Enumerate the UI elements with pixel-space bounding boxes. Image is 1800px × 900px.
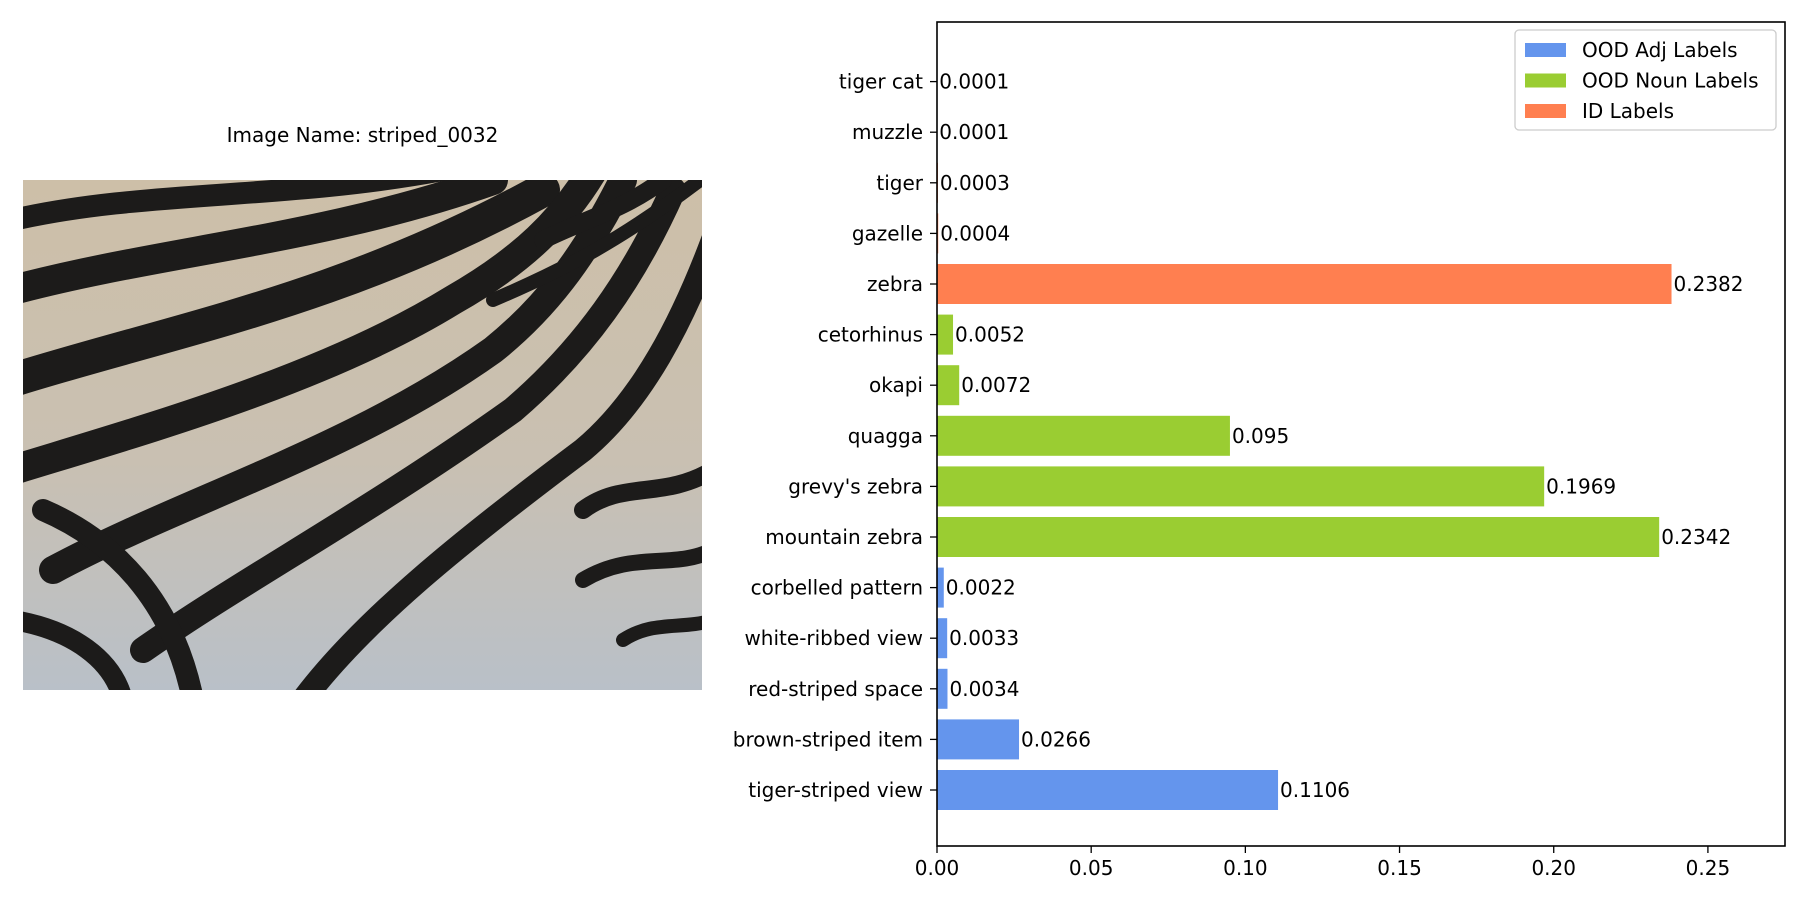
value-label: 0.0266	[1021, 727, 1091, 751]
bar	[937, 668, 948, 709]
legend-swatch	[1525, 104, 1566, 118]
x-tick-label: 0.00	[915, 856, 960, 880]
category-label: mountain zebra	[765, 525, 923, 549]
legend-swatch	[1525, 43, 1566, 57]
axes-layer: 0.00 0.05 0.10 0.15 0.20 0.25	[915, 21, 1786, 880]
legend-label: OOD Adj Labels	[1582, 38, 1738, 62]
legend-swatch	[1525, 73, 1566, 88]
value-label: 0.0033	[949, 626, 1019, 650]
bar	[937, 264, 1672, 304]
image-title: Image Name: striped_0032	[226, 123, 499, 147]
category-label: quagga	[848, 424, 923, 448]
legend-label: OOD Noun Labels	[1582, 69, 1759, 93]
zebra-stripes-photo	[23, 180, 702, 690]
bar	[937, 719, 1020, 760]
value-label: 0.0022	[946, 576, 1016, 600]
value-label: 0.0001	[939, 120, 1009, 144]
value-label: 0.0001	[939, 70, 1009, 94]
legend-label: ID Labels	[1582, 99, 1674, 123]
bar	[937, 365, 960, 406]
value-label: 0.2342	[1661, 525, 1731, 549]
bar	[937, 517, 1660, 557]
category-label: grevy's zebra	[788, 474, 923, 498]
category-label: corbelled pattern	[751, 576, 923, 600]
category-label: zebra	[867, 272, 923, 296]
bars-layer	[937, 61, 1672, 810]
value-label: 0.1969	[1546, 474, 1616, 498]
x-tick-label: 0.25	[1686, 856, 1731, 880]
x-tick-label: 0.05	[1069, 856, 1114, 880]
category-label: brown-striped item	[733, 727, 923, 751]
category-labels-layer: tiger-striped view brown-striped item red-…	[733, 70, 924, 802]
value-label: 0.2382	[1674, 272, 1744, 296]
value-label: 0.095	[1232, 424, 1289, 448]
value-label: 0.0034	[949, 677, 1019, 701]
x-tick-label: 0.15	[1377, 856, 1422, 880]
value-label: 0.1106	[1280, 778, 1350, 802]
bar	[937, 618, 948, 659]
category-label: tiger cat	[839, 70, 923, 94]
category-label: muzzle	[852, 120, 923, 144]
bar	[937, 770, 1279, 810]
category-label: red-striped space	[748, 677, 923, 701]
category-label: gazelle	[852, 221, 923, 245]
bar	[937, 314, 954, 355]
value-labels-layer: 0.1106 0.0266 0.0034 0.0033 0.0022 0.2342 0.19…	[939, 70, 1743, 802]
value-label: 0.0052	[955, 323, 1025, 347]
value-label: 0.0004	[940, 221, 1010, 245]
image-panel: Image Name: striped_0032	[0, 0, 730, 900]
x-tick-label: 0.20	[1531, 856, 1576, 880]
category-label: tiger	[876, 171, 923, 195]
bar	[937, 466, 1545, 507]
legend-box	[1514, 29, 1777, 131]
category-label: okapi	[869, 373, 923, 397]
category-label: tiger-striped view	[748, 778, 923, 802]
value-label: 0.0003	[940, 171, 1010, 195]
bar	[937, 415, 1230, 456]
legend: OOD Adj Labels OOD Noun Labels ID Labels	[1514, 29, 1777, 131]
bar	[937, 567, 944, 608]
plot-frame	[936, 21, 1786, 847]
category-label: white-ribbed view	[744, 626, 923, 650]
value-label: 0.0072	[961, 373, 1031, 397]
category-label: cetorhinus	[818, 323, 923, 347]
x-tick-label: 0.10	[1223, 856, 1268, 880]
